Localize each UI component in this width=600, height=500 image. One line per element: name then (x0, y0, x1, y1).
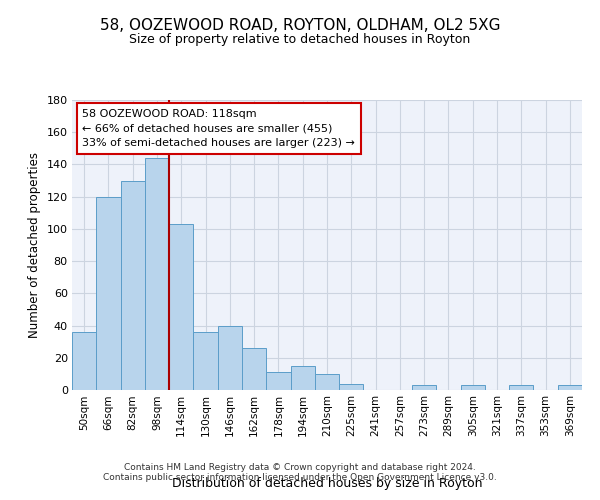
Bar (558, 385, 582, 390)
Bar (193, 332, 218, 390)
Bar (290, 366, 315, 390)
Y-axis label: Number of detached properties: Number of detached properties (28, 152, 41, 338)
Text: 58 OOZEWOOD ROAD: 118sqm
← 66% of detached houses are smaller (455)
33% of semi-: 58 OOZEWOOD ROAD: 118sqm ← 66% of detach… (82, 108, 355, 148)
Bar (266, 372, 290, 390)
Text: Contains HM Land Registry data © Crown copyright and database right 2024.: Contains HM Land Registry data © Crown c… (124, 462, 476, 471)
Bar (339, 384, 364, 390)
Bar (509, 385, 533, 390)
Bar (145, 158, 169, 390)
Bar (72, 332, 96, 390)
Bar (169, 224, 193, 390)
Text: Contains public sector information licensed under the Open Government Licence v3: Contains public sector information licen… (103, 472, 497, 482)
Bar (461, 385, 485, 390)
Bar (96, 196, 121, 390)
Bar (121, 180, 145, 390)
Bar (315, 374, 339, 390)
Text: Size of property relative to detached houses in Royton: Size of property relative to detached ho… (130, 32, 470, 46)
Bar (412, 385, 436, 390)
Bar (242, 348, 266, 390)
Bar (218, 326, 242, 390)
Text: 58, OOZEWOOD ROAD, ROYTON, OLDHAM, OL2 5XG: 58, OOZEWOOD ROAD, ROYTON, OLDHAM, OL2 5… (100, 18, 500, 32)
Text: Distribution of detached houses by size in Royton: Distribution of detached houses by size … (172, 477, 482, 490)
